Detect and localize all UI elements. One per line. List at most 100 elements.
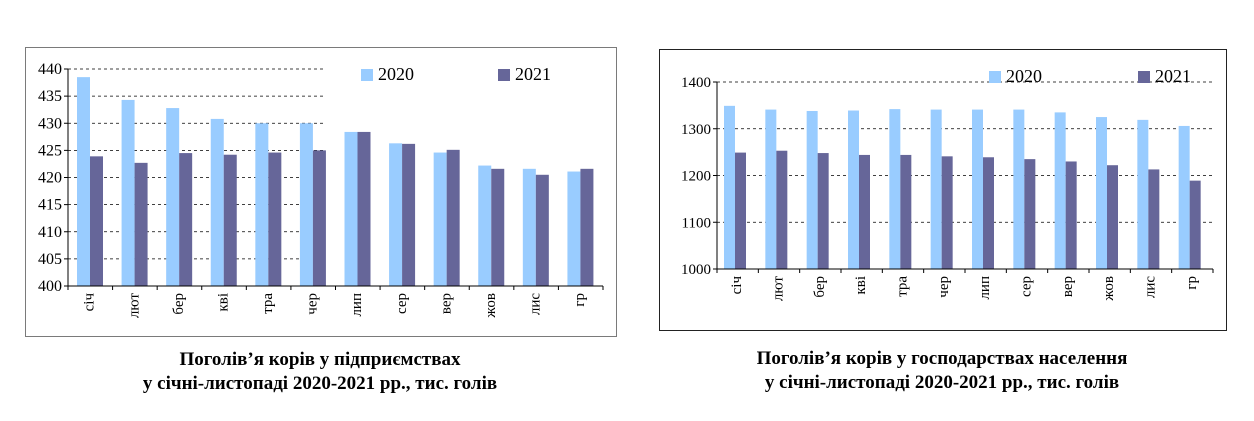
bar-2020-лис [1137, 119, 1149, 270]
caption-line-1: Поголів’я корів у господарствах населенн… [756, 348, 1128, 369]
chart-panel-enterprises: 400 405 410 415 420 425 430 435 440 січ лют бер кві т… [25, 47, 617, 337]
bar-2020-сер [1013, 109, 1025, 269]
caption-line-2: у січні-листопаді 2020-2021 рр., тис. го… [142, 373, 498, 394]
bar-2020-бер [166, 108, 180, 286]
x-category-label: вер [438, 293, 454, 314]
chart-svg-households: 1000 1100 1200 1300 1400 січ лют бер кві тра чер ли… [681, 66, 1214, 302]
bar-2020-жов [1096, 117, 1107, 269]
bar-2020-січ [724, 105, 735, 269]
bar-2021-бер [817, 153, 829, 269]
bar-2021-вер [1065, 161, 1077, 269]
bar-2020-лис [522, 168, 536, 286]
bar-2020-січ [77, 77, 90, 286]
bar-2020-бер [806, 110, 818, 269]
y-tick-label: 1000 [681, 262, 711, 278]
x-category-label: гр [572, 293, 588, 307]
bar-2020-тра [889, 109, 901, 269]
x-category-label: чер [936, 276, 952, 298]
bar-2021-лют [776, 150, 788, 269]
bar-2021-січ [735, 152, 746, 269]
caption-line-2: у січні-листопаді 2020-2021 рр., тис. го… [764, 372, 1120, 393]
bar-2021-сер [1024, 159, 1036, 269]
bar-2020-лип [972, 109, 983, 269]
bar-2021-чер [941, 156, 953, 269]
bar-2021-лип [357, 131, 371, 286]
chart-panel-households: 1000 1100 1200 1300 1400 січ лют бер кві тра чер ли… [659, 49, 1227, 331]
bar-2020-жов [478, 165, 492, 286]
bar-2020-гр [567, 171, 581, 286]
y-tick-label: 435 [38, 88, 62, 105]
legend-swatch-2021 [498, 69, 510, 81]
x-category-label: січ [82, 293, 98, 312]
bar-2021-жов [491, 168, 505, 286]
y-tick-label: 410 [38, 224, 62, 241]
y-tick-label: 400 [38, 278, 62, 295]
x-category-label: бер [812, 276, 828, 298]
bar-2021-бер [179, 153, 193, 286]
legend-label-2020: 2020 [378, 64, 414, 84]
y-tick-label: 440 [38, 61, 62, 78]
bar-2021-січ [90, 156, 103, 286]
y-tick-label: 415 [38, 197, 62, 214]
bar-2020-вер [433, 152, 447, 286]
x-category-label: жов [1101, 276, 1117, 302]
x-category-label: лис [1142, 276, 1158, 299]
bar-2021-чер [312, 150, 326, 286]
x-category-label: тра [894, 276, 910, 297]
bar-2020-сер [389, 143, 403, 286]
bar-2021-сер [402, 143, 416, 286]
x-category-label: тра [260, 293, 276, 314]
x-category-label: кві [215, 293, 231, 312]
x-category-label: чер [305, 293, 321, 315]
bar-2021-гр [1189, 180, 1201, 269]
x-category-label: вер [1060, 276, 1076, 297]
bar-2020-лип [344, 131, 358, 286]
x-category-label: лис [528, 293, 544, 316]
legend-label-2020: 2020 [1006, 66, 1042, 86]
bar-2020-чер [930, 109, 942, 269]
bar-2020-кві [848, 110, 859, 269]
x-category-label: січ [729, 276, 745, 295]
bar-2020-кві [210, 118, 224, 286]
bar-2021-кві [223, 154, 237, 286]
bar-2020-лют [121, 99, 135, 286]
y-tick-label: 420 [38, 170, 62, 187]
bar-2021-лип [983, 157, 994, 269]
y-tick-label: 1400 [681, 75, 711, 91]
x-category-label: лип [349, 293, 365, 317]
y-tick-label: 1200 [681, 169, 711, 185]
bar-2021-лют [134, 162, 148, 286]
y-tick-label: 1100 [682, 215, 711, 231]
bar-2020-лют [765, 109, 777, 269]
bar-2020-гр [1178, 125, 1190, 269]
x-category-label: лют [770, 276, 786, 301]
caption-enterprises: Поголів’я корів у підприємствах у січні-… [25, 348, 615, 396]
legend-swatch-2020 [361, 69, 373, 81]
x-category-label: бер [171, 293, 187, 315]
x-category-label: сер [394, 293, 410, 314]
x-category-label: кві [853, 276, 869, 295]
chart-svg-enterprises: 400 405 410 415 420 425 430 435 440 січ лют бер кві т… [38, 61, 604, 319]
bar-2021-жов [1107, 165, 1118, 269]
y-tick-label: 405 [38, 251, 62, 268]
legend-label-2021: 2021 [515, 64, 551, 84]
bar-2020-тра [255, 123, 269, 286]
bar-2021-вер [446, 149, 460, 286]
bar-2020-вер [1054, 112, 1066, 269]
x-category-label: сер [1018, 276, 1034, 297]
bar-2021-лис [1148, 169, 1160, 269]
legend-swatch-2021 [1138, 71, 1150, 83]
x-category-label: лип [977, 276, 993, 300]
bar-2021-гр [580, 168, 594, 286]
x-category-label: лют [126, 293, 142, 318]
bar-2021-кві [859, 154, 870, 269]
bar-2020-чер [299, 123, 313, 286]
x-category-label: гр [1184, 276, 1200, 290]
y-tick-label: 1300 [681, 122, 711, 138]
legend-swatch-2020 [989, 71, 1001, 83]
caption-households: Поголів’я корів у господарствах населенн… [659, 347, 1225, 395]
x-category-label: жов [483, 293, 499, 319]
legend-label-2021: 2021 [1155, 66, 1191, 86]
bar-2021-тра [268, 152, 282, 286]
y-tick-label: 425 [38, 142, 62, 159]
